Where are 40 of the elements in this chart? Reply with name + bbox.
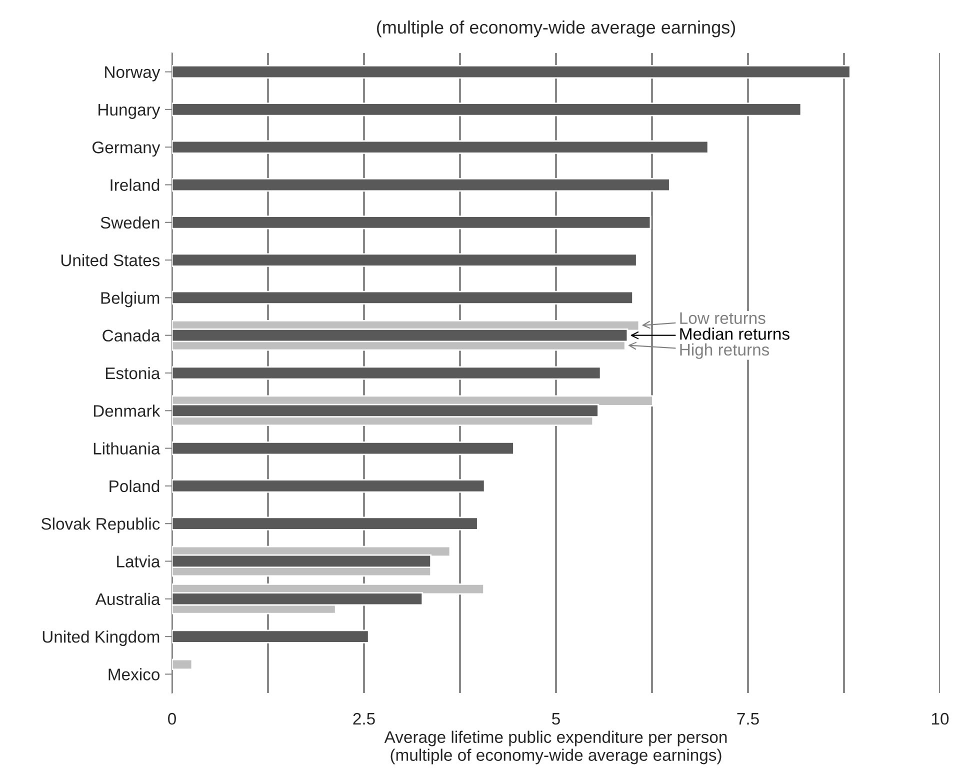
bar (172, 479, 486, 493)
bar (172, 441, 514, 456)
x-tick-label: 7.5 (737, 713, 759, 725)
text: Low returns (680, 312, 766, 324)
bar (172, 216, 652, 230)
x-tick-label: 5 (552, 713, 560, 725)
x-axis-title: Average lifetime public expenditure per person (multiple of economy-wide average earnings) (384, 730, 727, 764)
y-tick-label: United States (61, 254, 160, 266)
y-tick-label: Germany (92, 142, 160, 157)
x-tick-label: 10 (932, 712, 949, 725)
y-tick-label: Estonia (106, 366, 160, 380)
bar (172, 65, 851, 79)
bar (172, 658, 193, 670)
y-tick-label: United Kingdom (42, 630, 160, 646)
bar (172, 290, 634, 305)
bar (172, 366, 602, 380)
bar (172, 102, 802, 116)
y-tick-label: Sweden (100, 216, 160, 229)
y-tick-label: Slovak Republic (41, 518, 160, 534)
bar (172, 630, 370, 644)
y-tick-label: Latvia (117, 555, 160, 568)
bar (172, 140, 709, 154)
chart-title: (multiple of economy-wide average earnings) (376, 20, 736, 38)
y-tick-label: Canada (102, 329, 160, 342)
y-tick-label: Norway (105, 66, 160, 82)
y-tick-label: Poland (110, 480, 160, 492)
x-tick-label: 2.5 (353, 712, 375, 725)
y-tick-label: Lithuania (94, 442, 160, 454)
bar (172, 178, 670, 192)
x-tick-label: 0 (168, 712, 176, 725)
text: Median returns (680, 328, 790, 340)
y-tick-label: Ireland (110, 178, 160, 191)
y-tick-label: Denmark (94, 404, 160, 417)
y-tick-label: Belgium (101, 292, 160, 308)
y-tick-label: Mexico (108, 668, 160, 680)
bar (172, 516, 478, 530)
y-tick-label: Hungary (98, 104, 160, 119)
y-tick-label: Australia (95, 592, 160, 606)
text: High returns (680, 343, 770, 359)
bar (172, 253, 638, 267)
